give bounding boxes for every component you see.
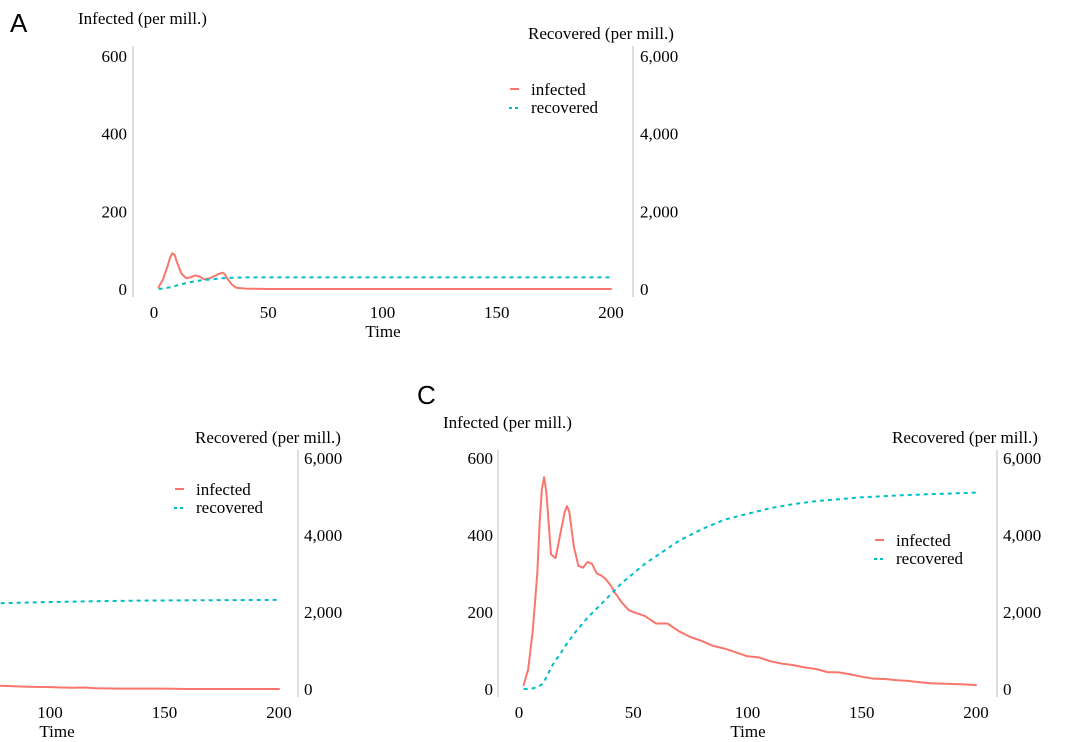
panel-c-ylabel-right: Recovered (per mill.) (892, 428, 1038, 447)
panel-c-ytick-left-2: 400 (468, 526, 494, 545)
panel-c-ytick-left-0: 0 (485, 680, 494, 699)
panel-b: Recovered (per mill.) 0 2,000 4,000 6,000 1… (0, 428, 342, 741)
panel-a-ylabel-right: Recovered (per mill.) (528, 24, 674, 43)
panel-a-xtick-3: 150 (484, 303, 510, 322)
panel-a-recovered-line (158, 276, 611, 290)
panel-a-ytick-right-3: 6,000 (640, 47, 678, 66)
panel-c-xticks: 0 50 100 150 200 (515, 703, 989, 722)
panel-b-legend-infected: infected (196, 480, 251, 499)
panel-b-xticks: 100 150 200 (37, 703, 292, 722)
panel-label-c: C (417, 380, 436, 410)
panel-a-series (157, 252, 612, 290)
panel-c-ytick-right-2: 4,000 (1003, 526, 1041, 545)
panel-a: Infected (per mill.) Recovered (per mill… (78, 9, 678, 341)
panel-b-legend: infected recovered (174, 480, 264, 517)
panel-b-ytick-right-3: 6,000 (304, 449, 342, 468)
panel-b-ytick-right-2: 4,000 (304, 526, 342, 545)
panel-b-series (0, 598, 280, 690)
panel-a-infected-line (157, 252, 612, 290)
panel-c-xtick-2: 100 (735, 703, 761, 722)
panel-a-xtick-2: 100 (370, 303, 396, 322)
panel-a-legend-infected: infected (531, 80, 586, 99)
panel-a-xtick-4: 200 (598, 303, 624, 322)
panel-b-legend-recovered: recovered (196, 498, 264, 517)
panel-c-legend-recovered: recovered (896, 549, 964, 568)
panel-a-ytick-left-0: 0 (119, 280, 128, 299)
panel-c-xlabel: Time (730, 722, 765, 741)
panel-a-yticks-left: 0 200 400 600 (102, 47, 128, 299)
panel-a-ytick-left-1: 200 (102, 202, 128, 221)
panel-c-legend: infected recovered (874, 531, 964, 568)
panel-a-ylabel-left: Infected (per mill.) (78, 9, 207, 28)
panel-a-ytick-left-2: 400 (102, 125, 128, 144)
panel-b-ytick-right-1: 2,000 (304, 603, 342, 622)
panel-c-xtick-0: 0 (515, 703, 524, 722)
panel-a-xtick-1: 50 (260, 303, 277, 322)
panel-c-xtick-3: 150 (849, 703, 875, 722)
panel-c-xtick-4: 200 (963, 703, 989, 722)
panel-c-ytick-left-3: 600 (468, 449, 494, 468)
panel-b-ylabel-right: Recovered (per mill.) (195, 428, 341, 447)
panel-c-infected-line (522, 476, 977, 687)
panel-a-legend-recovered: recovered (531, 98, 599, 117)
panel-c-legend-infected: infected (896, 531, 951, 550)
panel-c: Infected (per mill.) Recovered (per mill… (443, 413, 1041, 741)
panel-a-yticks-right: 0 2,000 4,000 6,000 (640, 47, 678, 299)
panel-c-ytick-left-1: 200 (468, 603, 494, 622)
panel-a-xticks: 0 50 100 150 200 (150, 303, 624, 322)
panel-b-infected-line (0, 684, 280, 690)
panel-c-yticks-right: 0 2,000 4,000 6,000 (1003, 449, 1041, 699)
panel-c-ylabel-left: Infected (per mill.) (443, 413, 572, 432)
panel-b-xtick-1: 150 (152, 703, 178, 722)
panel-c-yticks-left: 0 200 400 600 (468, 449, 494, 699)
panel-b-recovered-line (0, 598, 280, 605)
panel-a-ytick-right-0: 0 (640, 280, 649, 299)
panel-a-ytick-right-2: 4,000 (640, 125, 678, 144)
panel-b-xtick-0: 100 (37, 703, 63, 722)
panel-c-recovered-line (523, 491, 977, 690)
panel-label-a: A (10, 8, 28, 38)
panel-c-ytick-right-3: 6,000 (1003, 449, 1041, 468)
panel-b-ytick-right-0: 0 (304, 680, 313, 699)
panel-a-xlabel: Time (365, 322, 400, 341)
panel-c-ytick-right-0: 0 (1003, 680, 1012, 699)
panel-c-series (522, 476, 977, 690)
panel-b-xlabel: Time (39, 722, 74, 741)
panel-b-xtick-2: 200 (266, 703, 292, 722)
panel-b-yticks-right: 0 2,000 4,000 6,000 (304, 449, 342, 699)
panel-a-ytick-left-3: 600 (102, 47, 128, 66)
panel-c-ytick-right-1: 2,000 (1003, 603, 1041, 622)
panel-a-legend: infected recovered (509, 80, 599, 117)
panel-a-xtick-0: 0 (150, 303, 159, 322)
panel-c-xtick-1: 50 (625, 703, 642, 722)
panel-a-ytick-right-1: 2,000 (640, 202, 678, 221)
